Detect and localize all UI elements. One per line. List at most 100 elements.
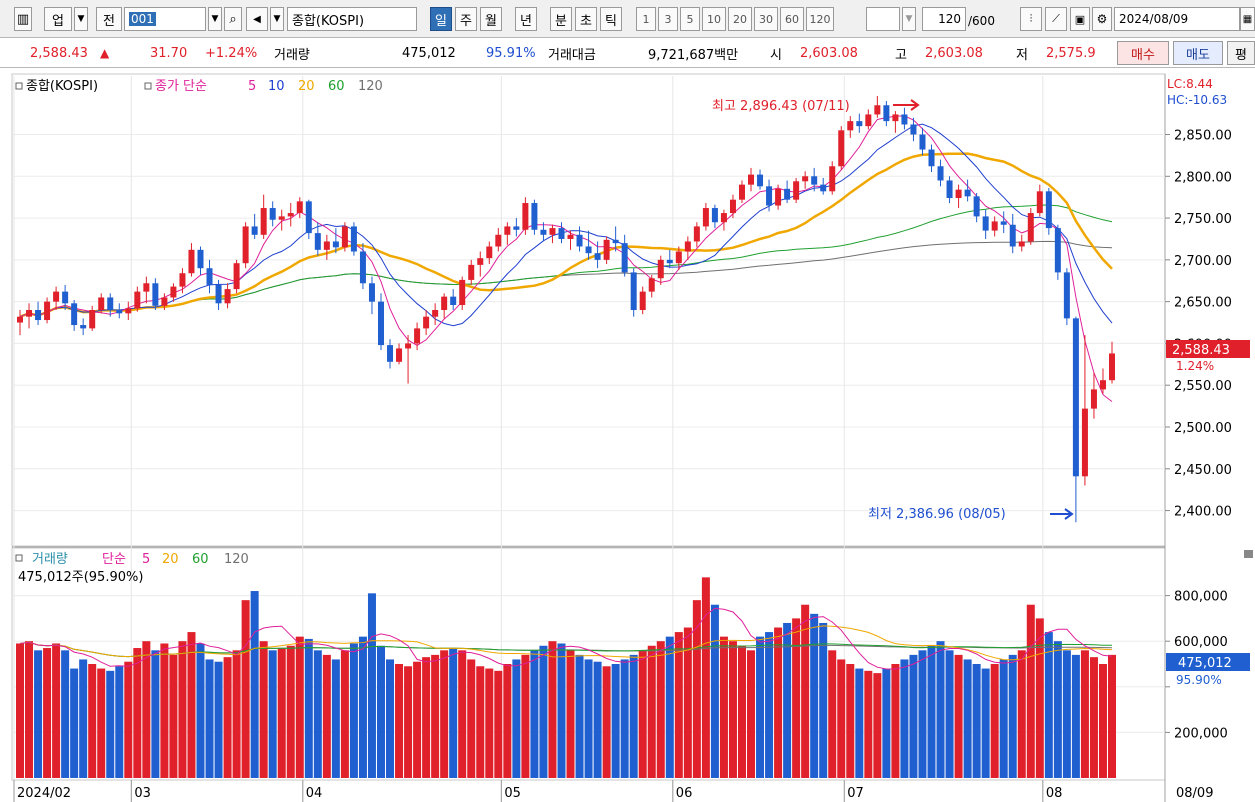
volume-bar — [945, 650, 954, 778]
volume-ma20-line — [19, 625, 1113, 661]
name-field: 종합(KOSPI) — [287, 7, 417, 31]
market-button[interactable]: 업 — [44, 7, 72, 31]
candle-body — [666, 259, 673, 264]
volume-bar — [584, 659, 593, 778]
candle-body — [585, 246, 592, 254]
interval-120[interactable]: 120 — [806, 7, 834, 31]
candle-body — [62, 291, 69, 304]
volume-bar — [205, 659, 214, 778]
legend-box-icon — [15, 554, 23, 562]
save-icon[interactable]: ▣ — [1070, 7, 1090, 31]
candle-body — [423, 316, 430, 329]
panel-close-icon[interactable] — [1244, 550, 1253, 558]
prev-button[interactable]: 전 — [96, 7, 122, 31]
y-tick-label: 2,800.00 — [1174, 170, 1232, 185]
volume-bar — [1035, 618, 1044, 778]
candles — [17, 96, 1115, 523]
candle-body — [1018, 241, 1025, 247]
candle-body — [98, 297, 105, 310]
candle-body — [684, 241, 691, 252]
gear-icon[interactable]: ⚙ — [1092, 7, 1112, 31]
layout-icon[interactable]: ▥ — [14, 7, 32, 31]
volume-bar — [70, 668, 79, 778]
volume-bar — [304, 638, 313, 778]
more-button[interactable]: 평 — [1227, 41, 1255, 65]
volume-current: 475,012주(95.90%) — [18, 570, 143, 585]
volume-bar — [413, 661, 422, 778]
candle-body — [215, 284, 222, 304]
candle-body — [459, 279, 466, 305]
volume-bar — [990, 664, 999, 778]
volume-bar — [476, 666, 485, 778]
volume-bar — [873, 673, 882, 778]
sell-button[interactable]: 매도 — [1173, 41, 1223, 65]
interval-5[interactable]: 5 — [680, 7, 700, 31]
volume-bar — [259, 641, 268, 778]
volume-bar — [386, 659, 395, 778]
volume-bar — [683, 627, 692, 778]
low-label: 저 — [1016, 47, 1028, 63]
candle-body — [224, 289, 231, 304]
count-input[interactable]: 120 — [922, 7, 966, 31]
interval-20[interactable]: 20 — [728, 7, 752, 31]
volume-bar — [828, 650, 837, 778]
market-dropdown-icon[interactable]: ▼ — [74, 7, 88, 31]
open-value: 2,603.08 — [800, 45, 858, 61]
candlestick-chart[interactable]: 2,400.002,450.002,500.002,550.002,600.00… — [0, 68, 1255, 802]
tab-minute[interactable]: 분 — [550, 7, 572, 31]
date-input[interactable]: 2024/08/09 — [1114, 7, 1240, 31]
tab-month[interactable]: 월 — [480, 7, 502, 31]
calendar-icon[interactable]: ▦ — [1240, 7, 1255, 31]
candle-body — [35, 310, 42, 321]
candle-body — [1081, 408, 1088, 477]
candle-body — [955, 189, 962, 199]
volume-bar — [115, 666, 124, 778]
candle-body — [387, 345, 394, 362]
tab-week[interactable]: 주 — [455, 7, 477, 31]
code-dropdown-icon[interactable]: ▼ — [208, 7, 222, 31]
candle-body — [368, 283, 375, 302]
volume-bar — [918, 650, 927, 778]
candle-body — [775, 188, 782, 206]
interval-60[interactable]: 60 — [780, 7, 804, 31]
candle-body — [396, 348, 403, 362]
code-input[interactable]: 001 — [124, 7, 206, 31]
candle-body — [161, 297, 168, 306]
volume-bar — [178, 641, 187, 778]
search-icon[interactable]: ⌕ — [224, 7, 242, 31]
candle-body — [946, 180, 953, 199]
volume-bar — [52, 643, 61, 778]
drawing-icon[interactable]: ⟋ — [1045, 7, 1067, 31]
last-volume-tag — [1166, 653, 1250, 671]
open-label: 시 — [770, 47, 782, 63]
x-tick-label: 07 — [847, 786, 864, 801]
candle-body — [558, 228, 565, 239]
tab-day[interactable]: 일 — [430, 7, 452, 31]
interval-dropdown-icon[interactable]: ▼ — [902, 7, 916, 31]
candle-body — [603, 239, 610, 260]
indicator-icon[interactable]: ⫶ — [1020, 7, 1042, 31]
tab-tick[interactable]: 틱 — [600, 7, 622, 31]
interval-custom-input[interactable] — [866, 7, 900, 31]
volume-bar — [1108, 654, 1116, 778]
interval-10[interactable]: 10 — [702, 7, 726, 31]
interval-3[interactable]: 3 — [658, 7, 678, 31]
interval-30[interactable]: 30 — [754, 7, 778, 31]
x-tick-label: 06 — [676, 786, 693, 801]
candle-body — [991, 221, 998, 231]
y-tick-label: 2,400.00 — [1174, 505, 1232, 520]
volume-bar — [656, 641, 665, 778]
interval-1[interactable]: 1 — [636, 7, 656, 31]
volume-bar — [900, 659, 909, 778]
candle-body — [405, 343, 412, 349]
item-dropdown-icon[interactable]: ▼ — [270, 7, 284, 31]
buy-button[interactable]: 매수 — [1117, 41, 1169, 65]
prev-item-icon[interactable]: ◀ — [246, 7, 268, 31]
tab-second[interactable]: 초 — [575, 7, 597, 31]
volume-bar — [611, 664, 620, 778]
candle-body — [675, 251, 682, 264]
tab-year[interactable]: 년 — [515, 7, 537, 31]
volume-bar — [1017, 650, 1026, 778]
candle-body — [766, 186, 773, 206]
volume-bar — [521, 654, 530, 778]
